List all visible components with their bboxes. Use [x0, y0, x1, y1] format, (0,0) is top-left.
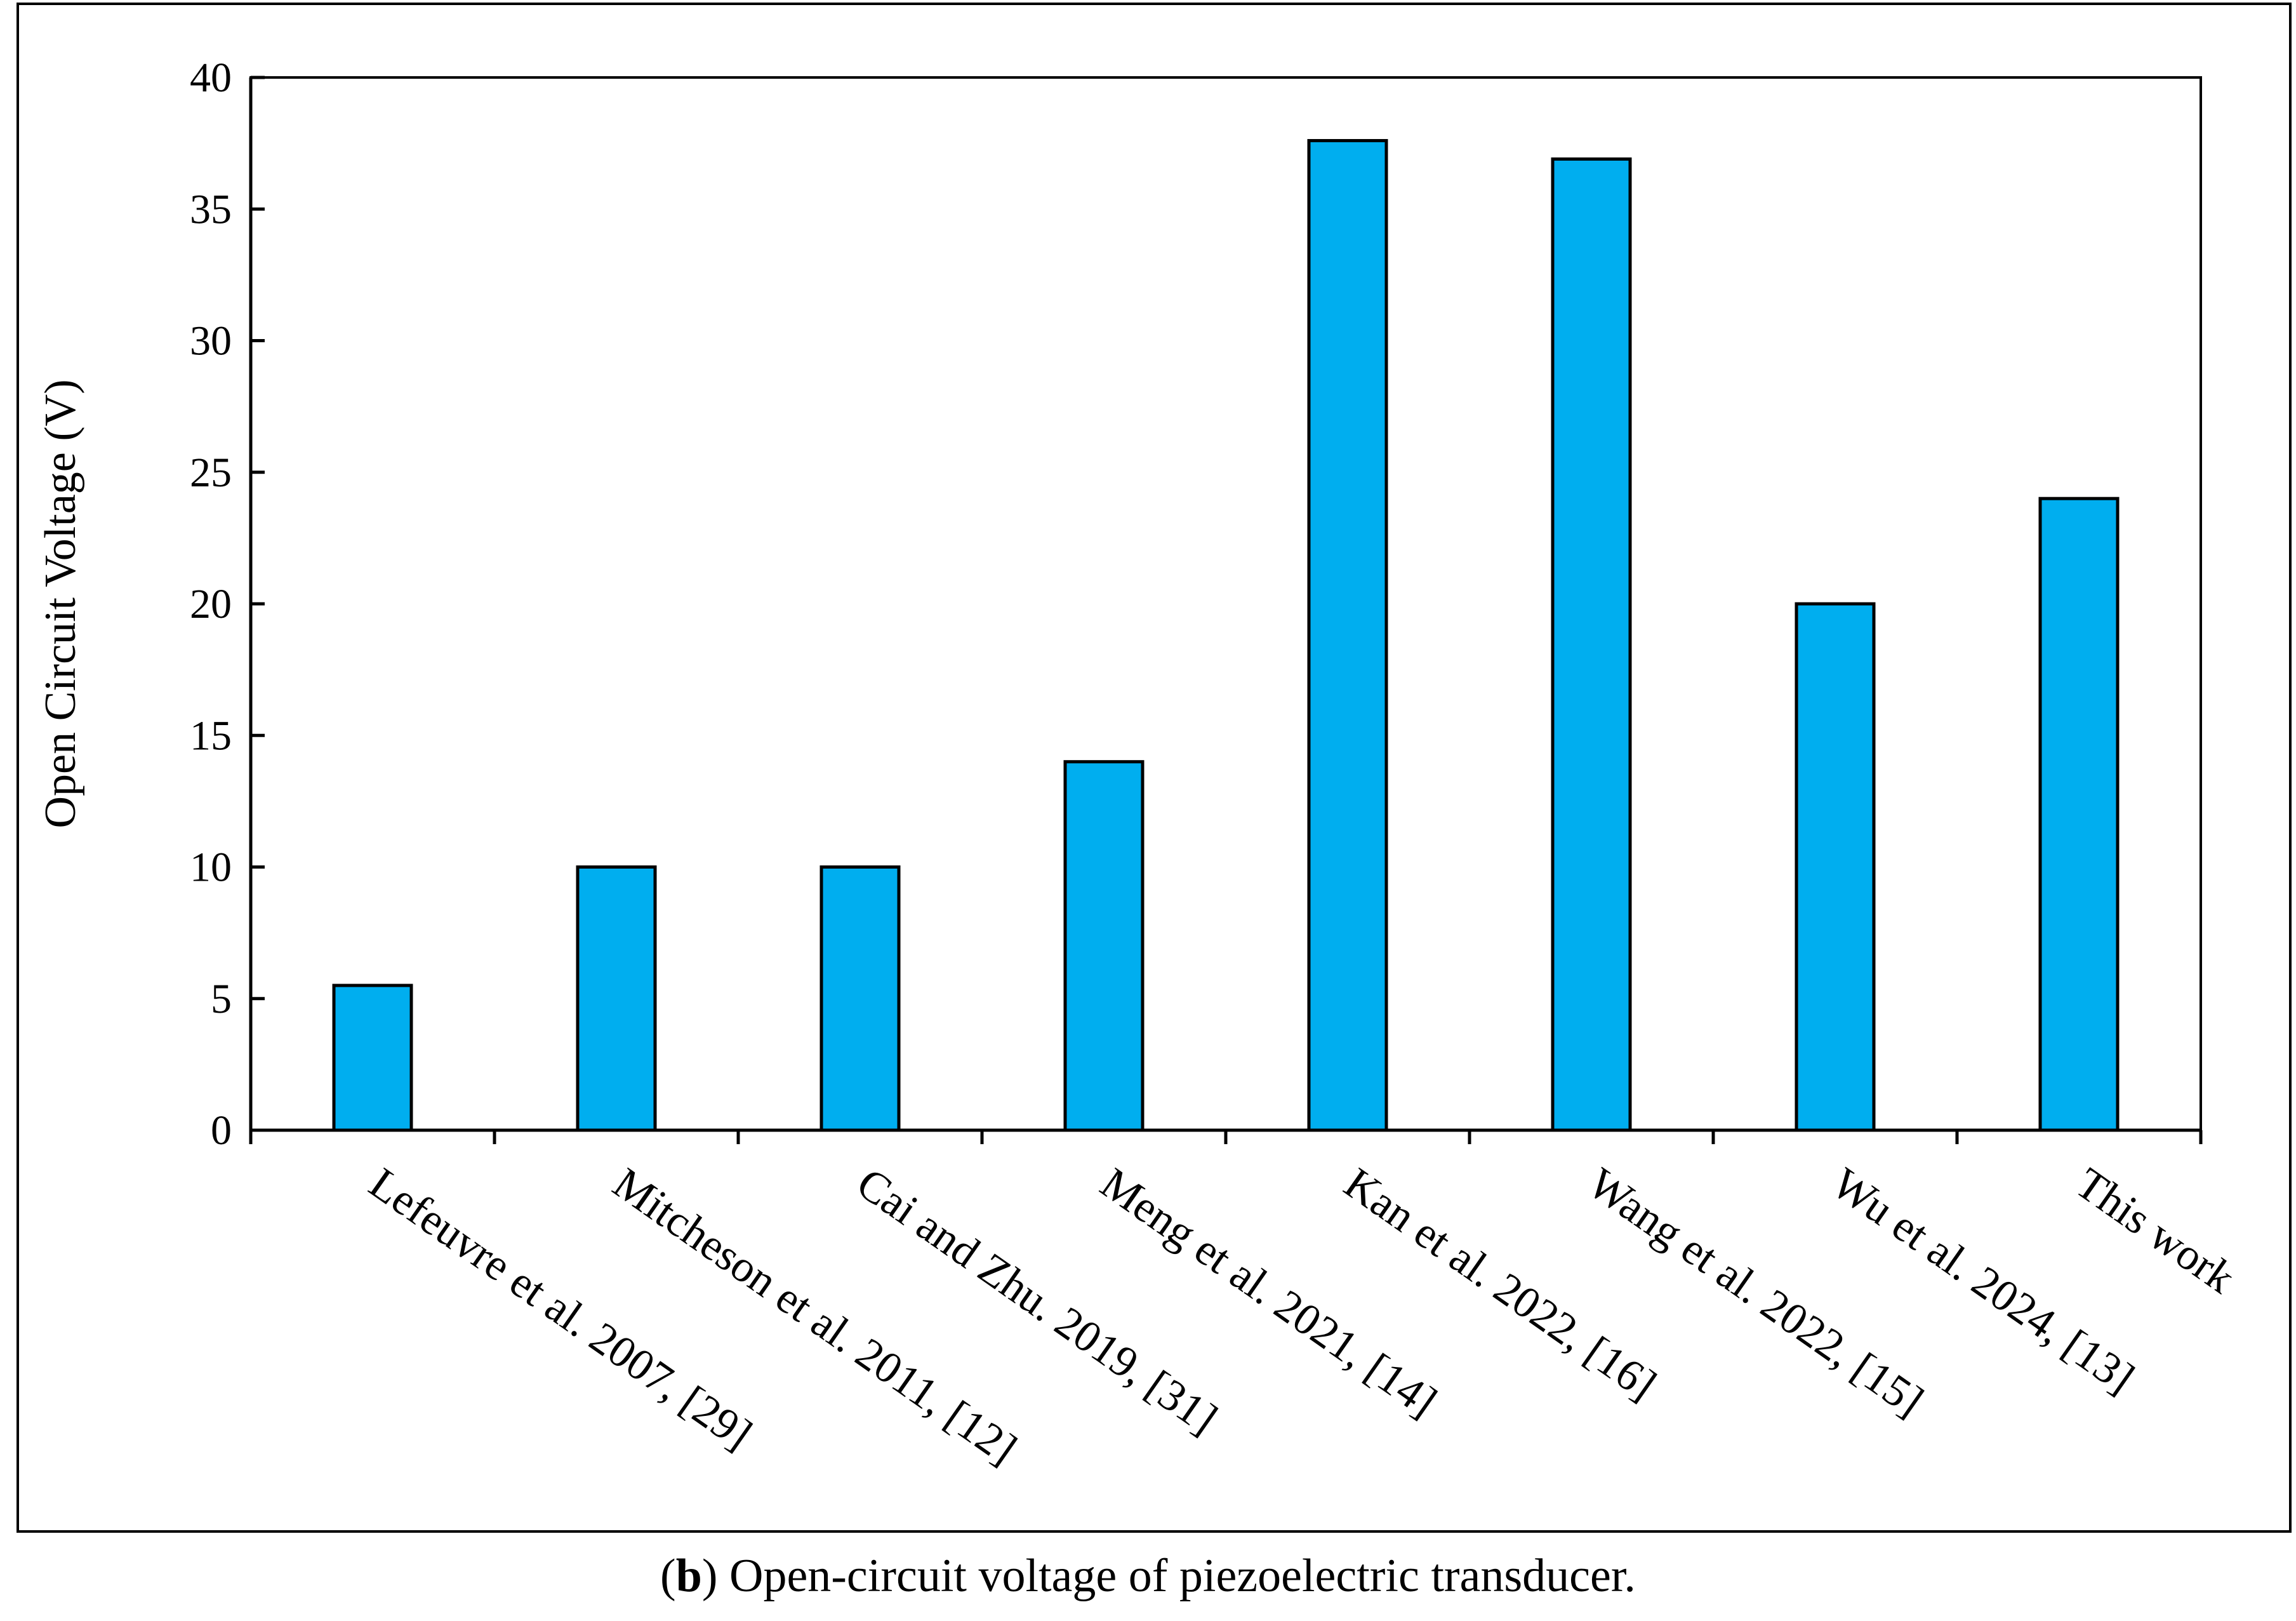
bar-3 [820, 865, 901, 1132]
bars-group [332, 138, 2120, 1132]
figure-frame [17, 3, 2292, 1533]
x-tick-label: This work [2067, 1159, 2243, 1303]
x-tick-label: Lefeuvre et al. 2007, [29] [361, 1159, 760, 1459]
caption-letter: b [675, 1550, 702, 1602]
caption-text: ) Open-circuit voltage of piezoelectric … [701, 1550, 1636, 1602]
y-tick-label: 20 [190, 581, 232, 627]
x-axis-ticks [249, 1130, 2203, 1144]
bar-4 [1063, 760, 1145, 1132]
x-tick-label: Mitcheson et al. 2011, [12] [604, 1159, 1025, 1474]
y-tick-label: 40 [190, 55, 232, 101]
y-tick-label: 0 [211, 1107, 232, 1154]
bar-5 [1307, 138, 1388, 1132]
x-axis-labels: Lefeuvre et al. 2007, [29]Mitcheson et a… [361, 1159, 2243, 1474]
y-tick-label: 35 [190, 186, 232, 232]
bar-2 [576, 865, 657, 1132]
y-tick-label: 25 [190, 450, 232, 496]
bar-7 [1795, 602, 1876, 1132]
bar-6 [1551, 157, 1632, 1132]
caption-open-paren: ( [660, 1550, 676, 1602]
bar-8 [2038, 497, 2120, 1132]
y-axis-label: Open Circuit Voltage (V) [36, 379, 85, 828]
plot-area-frame [249, 76, 2202, 1131]
y-axis-ticks: 0 5 10 15 20 25 30 35 40 [190, 55, 265, 1154]
y-tick-label: 30 [190, 318, 232, 364]
y-tick-label: 5 [211, 976, 232, 1022]
y-tick-label: 10 [190, 844, 232, 891]
y-tick-label: 15 [190, 712, 232, 759]
figure-caption: (b) Open-circuit voltage of piezoelectri… [0, 1549, 2296, 1603]
bar-1 [332, 984, 413, 1132]
